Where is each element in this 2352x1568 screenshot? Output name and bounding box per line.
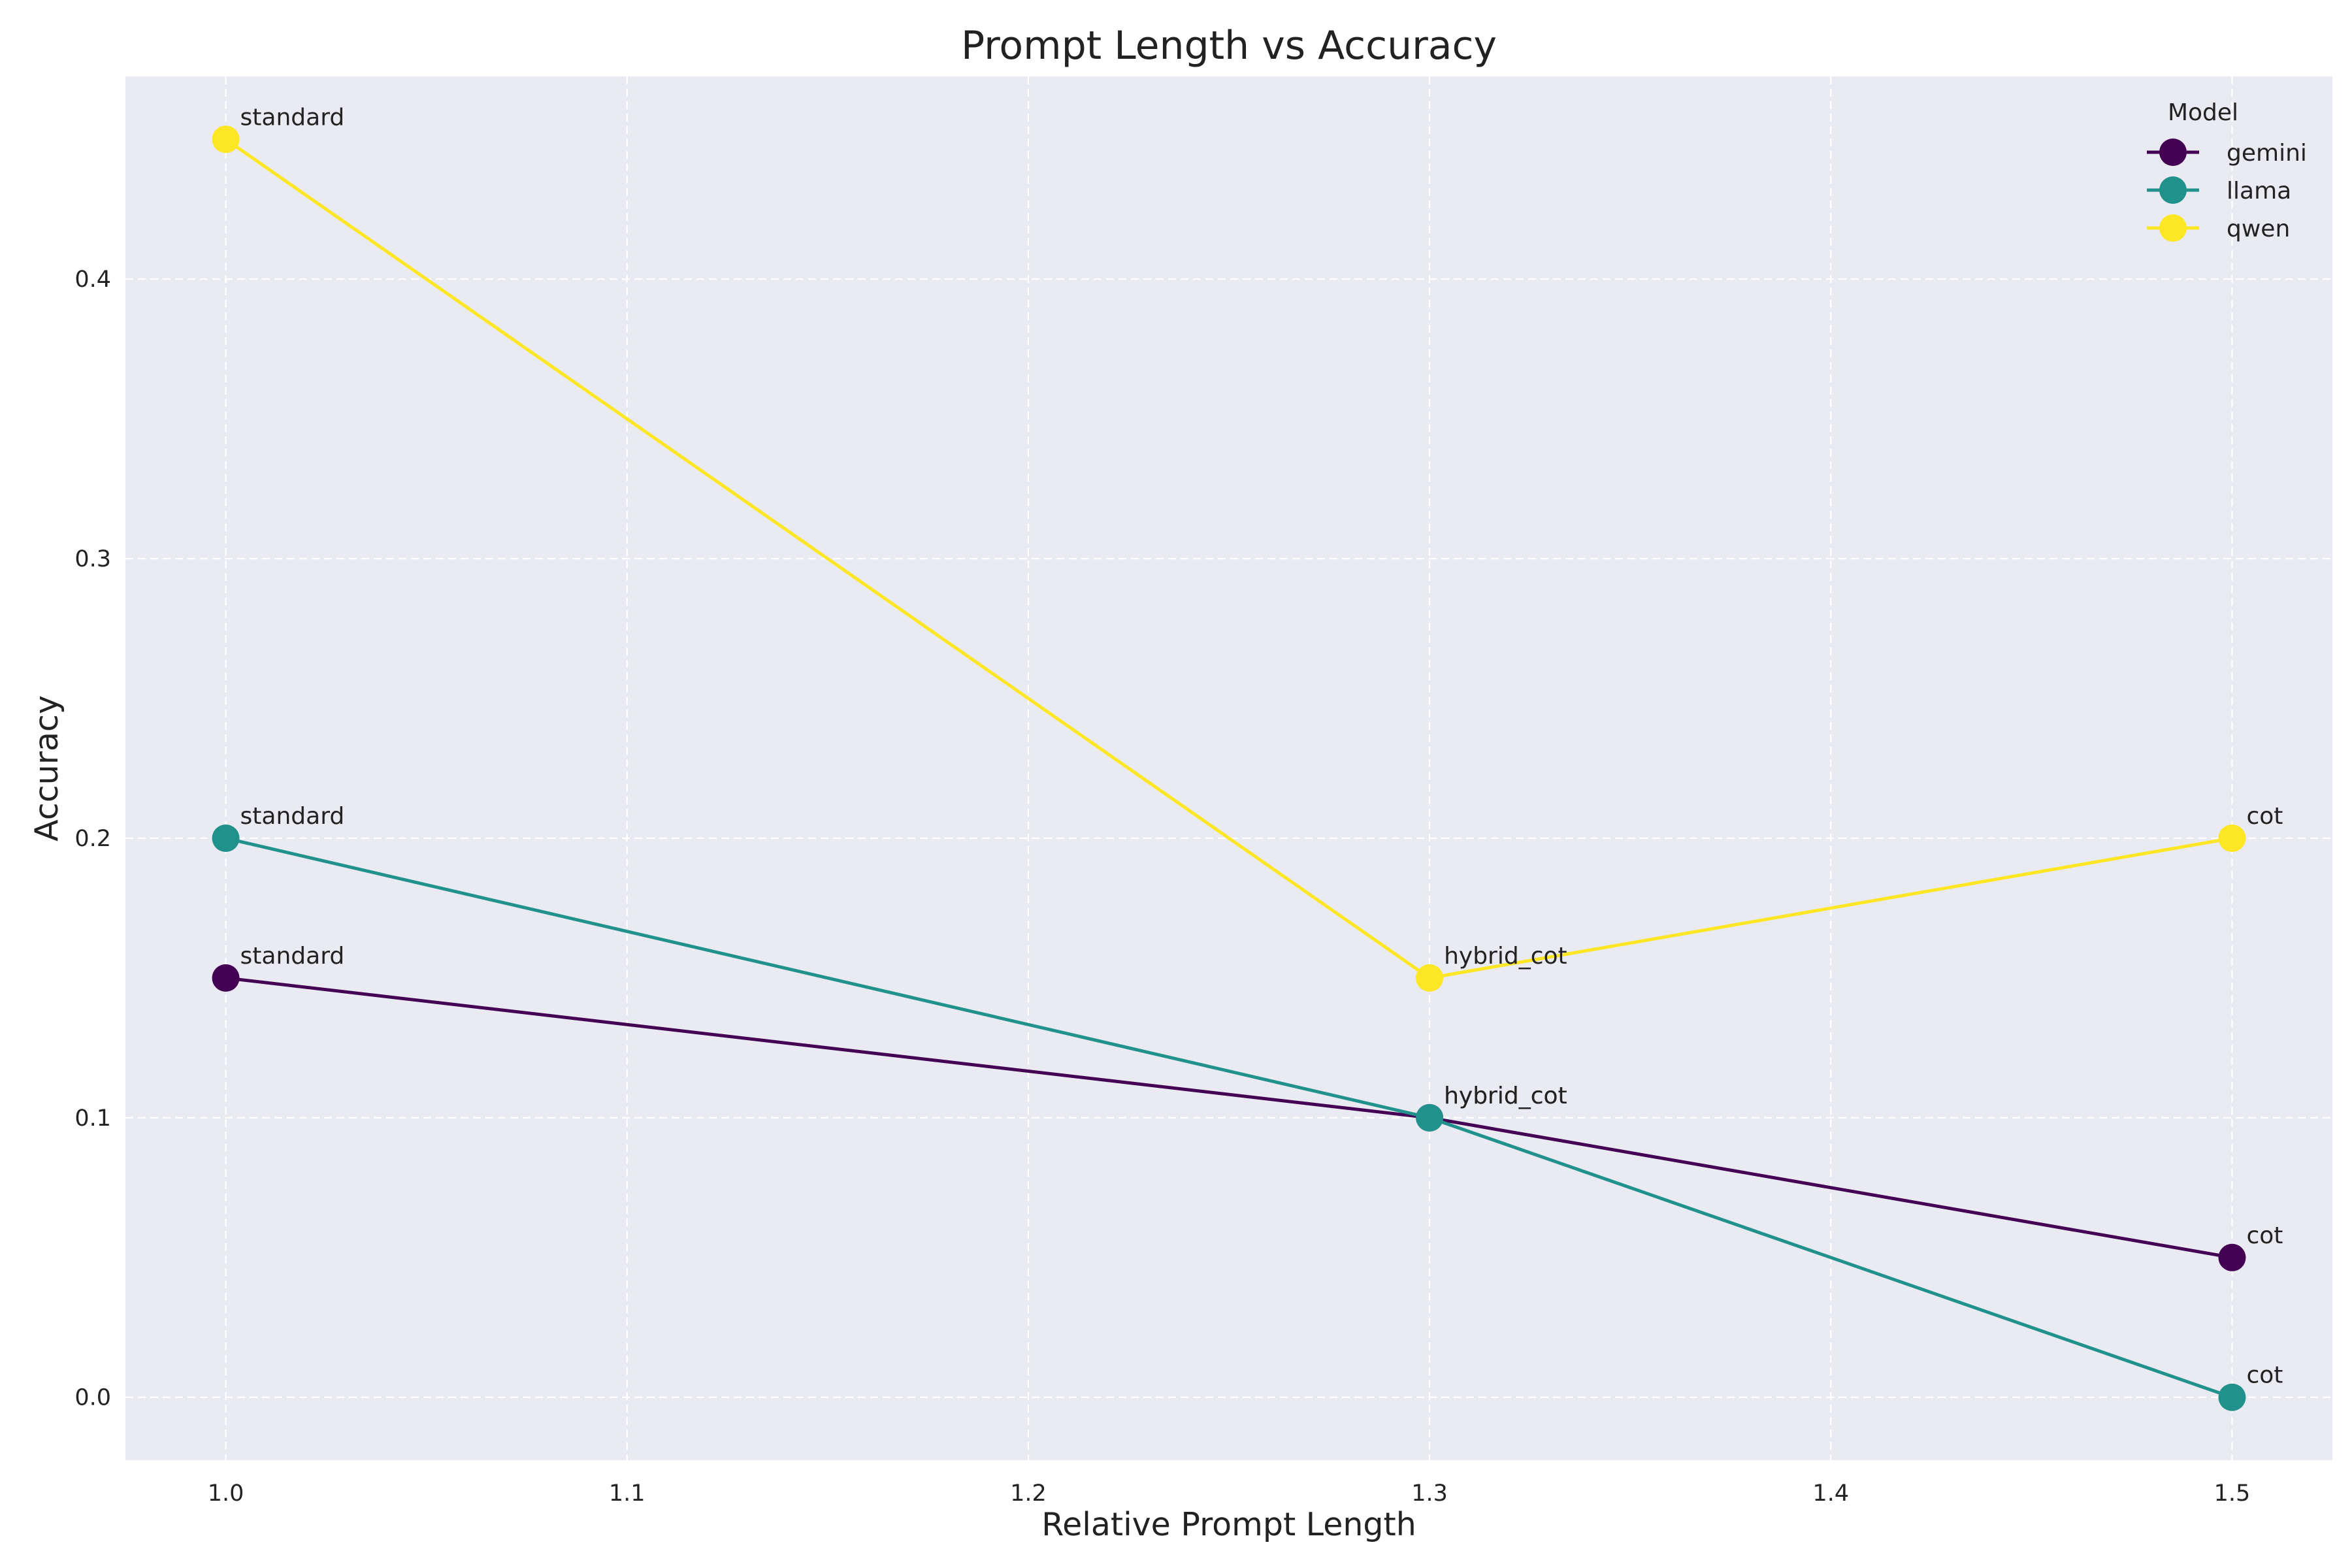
y-axis-label: Accuracy (28, 695, 65, 841)
data-point-llama (1416, 1103, 1444, 1132)
legend-marker (2159, 176, 2187, 204)
y-tick-label: 0.4 (74, 267, 111, 293)
point-label-hybrid-cot: hybrid_cot (1444, 1083, 1567, 1109)
legend-label: gemini (2227, 140, 2307, 167)
tick-labels: 1.0 1.1 1.2 1.3 1.4 1.5 0.0 0.1 0.2 0.3 0.4 (74, 267, 2250, 1507)
x-tick-label: 1.0 (208, 1480, 244, 1507)
gridlines (125, 76, 2332, 1460)
series-group (212, 125, 2246, 1411)
point-label-hybrid-cot: hybrid_cot (1444, 1083, 1567, 1109)
legend-marker (2159, 214, 2187, 242)
legend-item-llama: llama (2147, 176, 2291, 204)
x-axis-label: Relative Prompt Length (1041, 1506, 1416, 1543)
data-point-gemini (2218, 1243, 2246, 1271)
series-llama (212, 824, 2246, 1411)
legend-item-gemini: gemini (2147, 139, 2307, 167)
point-label-cot: cot (2246, 1362, 2283, 1389)
point-label-cot: cot (2246, 803, 2283, 830)
legend-label: llama (2227, 178, 2291, 204)
point-label-hybrid-cot: hybrid_cot (1444, 943, 1567, 970)
point-label-standard: standard (240, 943, 345, 970)
x-tick-label: 1.2 (1010, 1480, 1047, 1507)
y-tick-label: 0.2 (74, 826, 111, 852)
legend-items: gemini llama qwen (2147, 139, 2307, 242)
legend-label: qwen (2227, 216, 2290, 242)
x-tick-label: 1.1 (609, 1480, 645, 1507)
x-tick-label: 1.4 (1812, 1480, 1849, 1507)
y-tick-label: 0.0 (74, 1385, 111, 1411)
legend: Model gemini llama qwen (2147, 99, 2307, 242)
data-point-llama (212, 824, 240, 852)
data-point-qwen (1416, 964, 1444, 992)
data-point-qwen (212, 125, 240, 154)
y-tick-label: 0.3 (74, 546, 111, 572)
y-tick-label: 0.1 (74, 1105, 111, 1132)
plot-area (125, 76, 2332, 1460)
data-point-gemini (212, 964, 240, 992)
legend-title: Model (2168, 99, 2238, 126)
x-tick-label: 1.5 (2214, 1480, 2251, 1507)
point-label-standard: standard (240, 803, 345, 830)
data-point-llama (2218, 1383, 2246, 1411)
series-qwen (212, 125, 2246, 992)
x-tick-label: 1.3 (1411, 1480, 1448, 1507)
point-label-standard: standard (240, 104, 345, 131)
chart-title: Prompt Length vs Accuracy (961, 23, 1497, 69)
legend-item-qwen: qwen (2147, 214, 2290, 242)
legend-marker (2159, 139, 2187, 166)
point-labels: standardhybrid_cotcotstandardhybrid_cotc… (240, 104, 2283, 1388)
data-point-qwen (2218, 824, 2246, 852)
point-label-cot: cot (2246, 1222, 2283, 1249)
